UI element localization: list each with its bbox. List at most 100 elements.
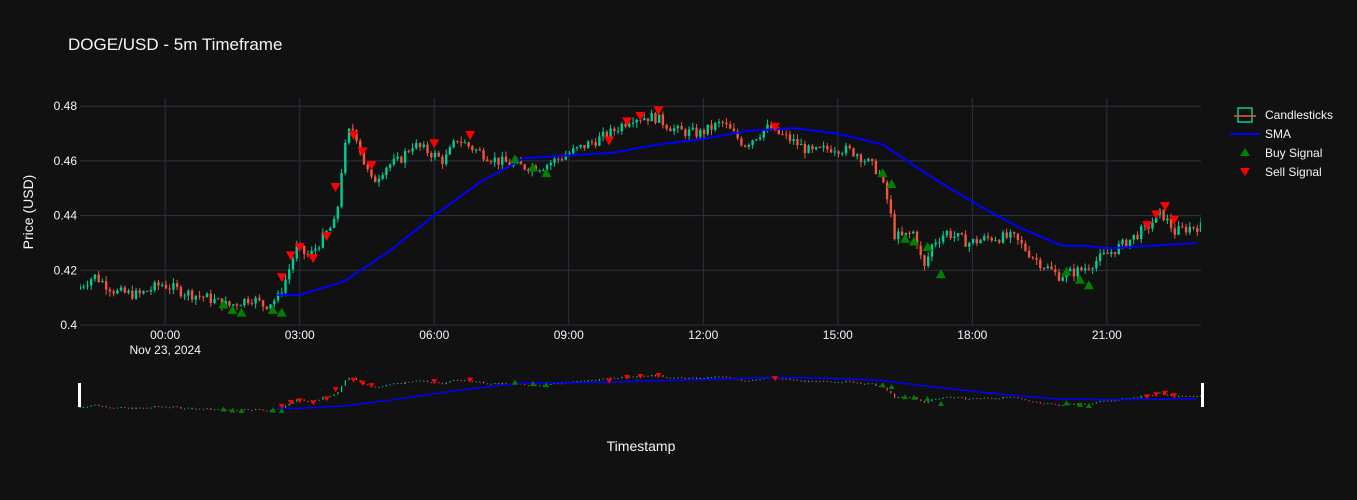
mini-candle xyxy=(124,407,126,409)
buy-signal-marker[interactable] xyxy=(909,236,920,246)
mini-candle xyxy=(213,409,216,411)
mini-buy-marker xyxy=(238,407,245,413)
candle-body xyxy=(172,283,175,290)
mini-candle xyxy=(382,386,384,388)
sell-signal-marker[interactable] xyxy=(1160,202,1171,212)
candle-body xyxy=(314,248,317,251)
buy-signal-marker[interactable] xyxy=(1074,274,1085,284)
candle-body xyxy=(388,164,392,168)
sell-signal-marker[interactable] xyxy=(357,147,368,157)
candle-body xyxy=(463,142,467,144)
buy-signal-marker[interactable] xyxy=(922,241,933,251)
candle-body xyxy=(657,114,661,123)
mini-candle xyxy=(785,378,787,380)
sell-signal-marker[interactable] xyxy=(366,161,377,171)
sell-signal-marker[interactable] xyxy=(1151,210,1162,220)
mini-candle xyxy=(337,392,339,395)
mini-candle xyxy=(363,382,365,385)
sell-signal-marker[interactable] xyxy=(653,106,664,116)
mini-candle xyxy=(740,379,742,381)
mini-buy-marker xyxy=(229,407,236,413)
sell-signal-marker[interactable] xyxy=(770,122,781,132)
buy-signal-marker[interactable] xyxy=(877,168,888,178)
mini-sell-marker xyxy=(287,399,294,405)
sell-signal-marker[interactable] xyxy=(308,254,319,264)
mini-candle xyxy=(482,381,485,384)
candle-body xyxy=(747,144,751,147)
candle-body xyxy=(960,233,964,235)
signal-markers[interactable] xyxy=(218,106,1180,317)
candle-body xyxy=(474,149,478,151)
buy-signal-marker[interactable] xyxy=(218,299,229,309)
sell-signal-marker[interactable] xyxy=(321,232,332,242)
sma-line[interactable] xyxy=(277,127,1197,296)
range-slider[interactable] xyxy=(78,366,1204,416)
candle-body xyxy=(743,145,747,147)
candle-body xyxy=(781,134,784,136)
legend-item-sell[interactable]: Sell Signal xyxy=(1240,165,1322,179)
sell-signal-marker[interactable] xyxy=(285,251,296,261)
mini-candle xyxy=(613,377,615,379)
mini-candle xyxy=(501,382,503,385)
mini-candle xyxy=(1009,396,1012,398)
legend-item-buy[interactable]: Buy Signal xyxy=(1240,146,1322,160)
mini-candle xyxy=(1021,398,1023,400)
legend-item-candlesticks[interactable]: Candlesticks xyxy=(1234,107,1333,123)
candle-body xyxy=(710,124,713,130)
legend[interactable]: Candlesticks SMA Buy Signal Sell Signal xyxy=(1230,107,1333,179)
buy-signal-marker[interactable] xyxy=(227,304,238,314)
mini-candle xyxy=(1196,396,1198,398)
candle-body xyxy=(736,131,739,139)
mini-buy-marker xyxy=(269,407,276,413)
buy-signal-marker[interactable] xyxy=(900,233,911,243)
sell-signal-marker[interactable] xyxy=(635,111,646,121)
buy-signal-marker[interactable] xyxy=(541,168,552,178)
buy-signal-marker[interactable] xyxy=(509,154,520,164)
mini-candle xyxy=(475,381,477,383)
candle-body xyxy=(1166,218,1169,221)
x-tick-label: 15:00 xyxy=(823,328,853,342)
range-slider-track[interactable] xyxy=(80,366,1201,416)
buy-signal-marker[interactable] xyxy=(276,307,287,317)
mini-candle xyxy=(195,408,197,410)
candlestick-series[interactable] xyxy=(79,109,1202,313)
mini-candle xyxy=(90,405,92,407)
mini-candle xyxy=(710,376,713,378)
y-axis-title: Price (USD) xyxy=(20,175,36,250)
range-slider-right-handle[interactable] xyxy=(1201,383,1204,407)
candle-body xyxy=(164,284,168,289)
candle-body xyxy=(811,145,814,150)
buy-signal-marker[interactable] xyxy=(236,307,247,317)
buy-signal-marker[interactable] xyxy=(1061,266,1072,276)
candle-body xyxy=(254,297,257,304)
candle-body xyxy=(826,146,829,150)
sell-signal-marker[interactable] xyxy=(1169,215,1180,225)
candle-body xyxy=(770,124,773,131)
sell-signal-marker[interactable] xyxy=(604,136,615,146)
mini-candle xyxy=(497,383,500,385)
sell-signal-marker[interactable] xyxy=(622,117,633,127)
range-slider-left-handle[interactable] xyxy=(78,383,81,407)
mini-candle xyxy=(157,406,160,408)
buy-signal-marker[interactable] xyxy=(267,304,278,314)
sell-signal-marker[interactable] xyxy=(348,131,359,141)
sell-signal-marker[interactable] xyxy=(429,139,440,149)
buy-signal-marker[interactable] xyxy=(935,269,946,279)
sell-signal-marker[interactable] xyxy=(276,273,287,283)
sell-signal-marker[interactable] xyxy=(294,243,305,253)
mini-candle xyxy=(333,394,335,397)
mini-candle xyxy=(262,409,264,411)
sell-signal-marker[interactable] xyxy=(465,131,476,141)
candle-body xyxy=(545,165,549,171)
mini-candle xyxy=(1133,397,1135,399)
buy-signal-marker[interactable] xyxy=(527,162,538,172)
candle-body xyxy=(1061,277,1064,281)
buy-signal-marker[interactable] xyxy=(1083,280,1094,290)
legend-item-sma[interactable]: SMA xyxy=(1230,127,1291,141)
buy-signal-marker[interactable] xyxy=(886,179,897,189)
sell-signal-marker[interactable] xyxy=(330,182,341,192)
sell-signal-marker[interactable] xyxy=(1142,221,1153,231)
mini-candle xyxy=(251,409,253,411)
mini-candle xyxy=(808,380,810,383)
